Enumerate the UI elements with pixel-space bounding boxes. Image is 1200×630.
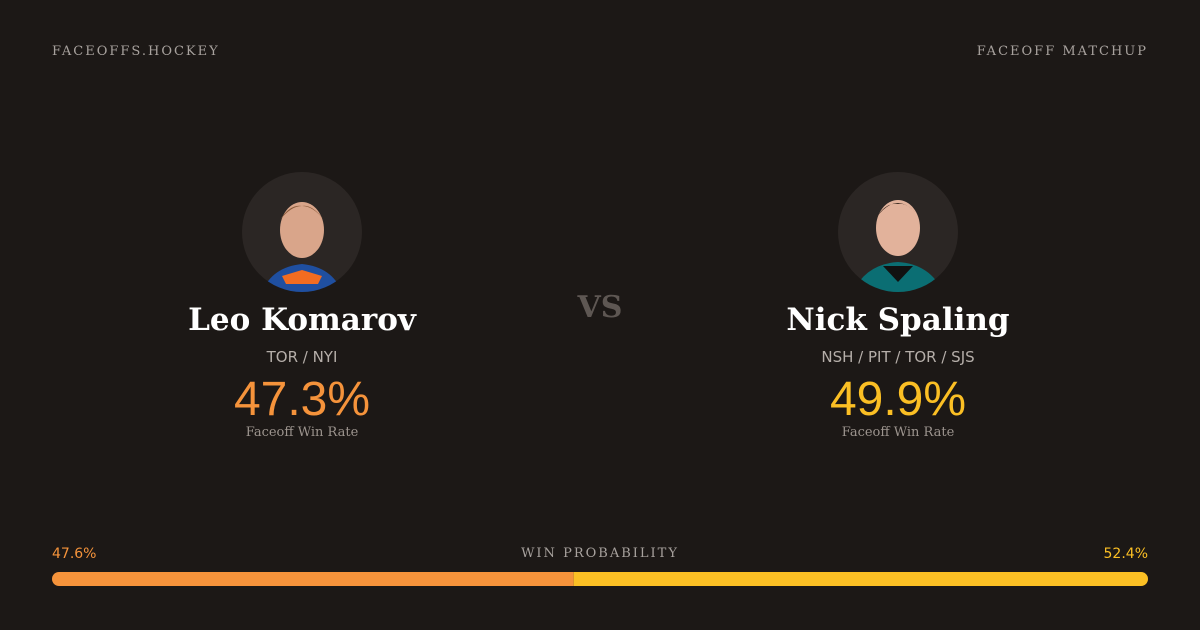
player-teams: TOR / NYI <box>266 348 338 366</box>
avatar <box>838 172 958 292</box>
win-rate-label: Faceoff Win Rate <box>245 425 359 440</box>
portrait <box>853 200 943 292</box>
player-teams: NSH / PIT / TOR / SJS <box>821 348 975 366</box>
player-right: Nick Spaling NSH / PIT / TOR / SJS 49.9%… <box>698 172 1098 440</box>
player-left: Leo Komarov TOR / NYI 47.3% Faceoff Win … <box>102 172 502 440</box>
versus: VS <box>577 290 623 325</box>
probability-label-left: 47.6% <box>52 546 97 562</box>
section-label: FACEOFF MATCHUP <box>976 44 1148 59</box>
win-rate-label: Faceoff Win Rate <box>841 425 955 440</box>
probability-label-right: 52.4% <box>1103 546 1148 562</box>
player-name: Nick Spaling <box>786 302 1010 338</box>
probability-bar <box>52 572 1148 586</box>
player-name: Leo Komarov <box>188 302 416 338</box>
probability-segment <box>573 572 1148 586</box>
site-name: FACEOFFS.HOCKEY <box>52 44 220 59</box>
probability-segment <box>52 572 574 586</box>
win-rate: 47.3% <box>233 373 371 426</box>
win-rate: 49.9% <box>829 373 967 426</box>
portrait <box>262 202 342 292</box>
probability-title: WIN PROBABILITY <box>521 546 679 561</box>
avatar <box>242 172 362 292</box>
